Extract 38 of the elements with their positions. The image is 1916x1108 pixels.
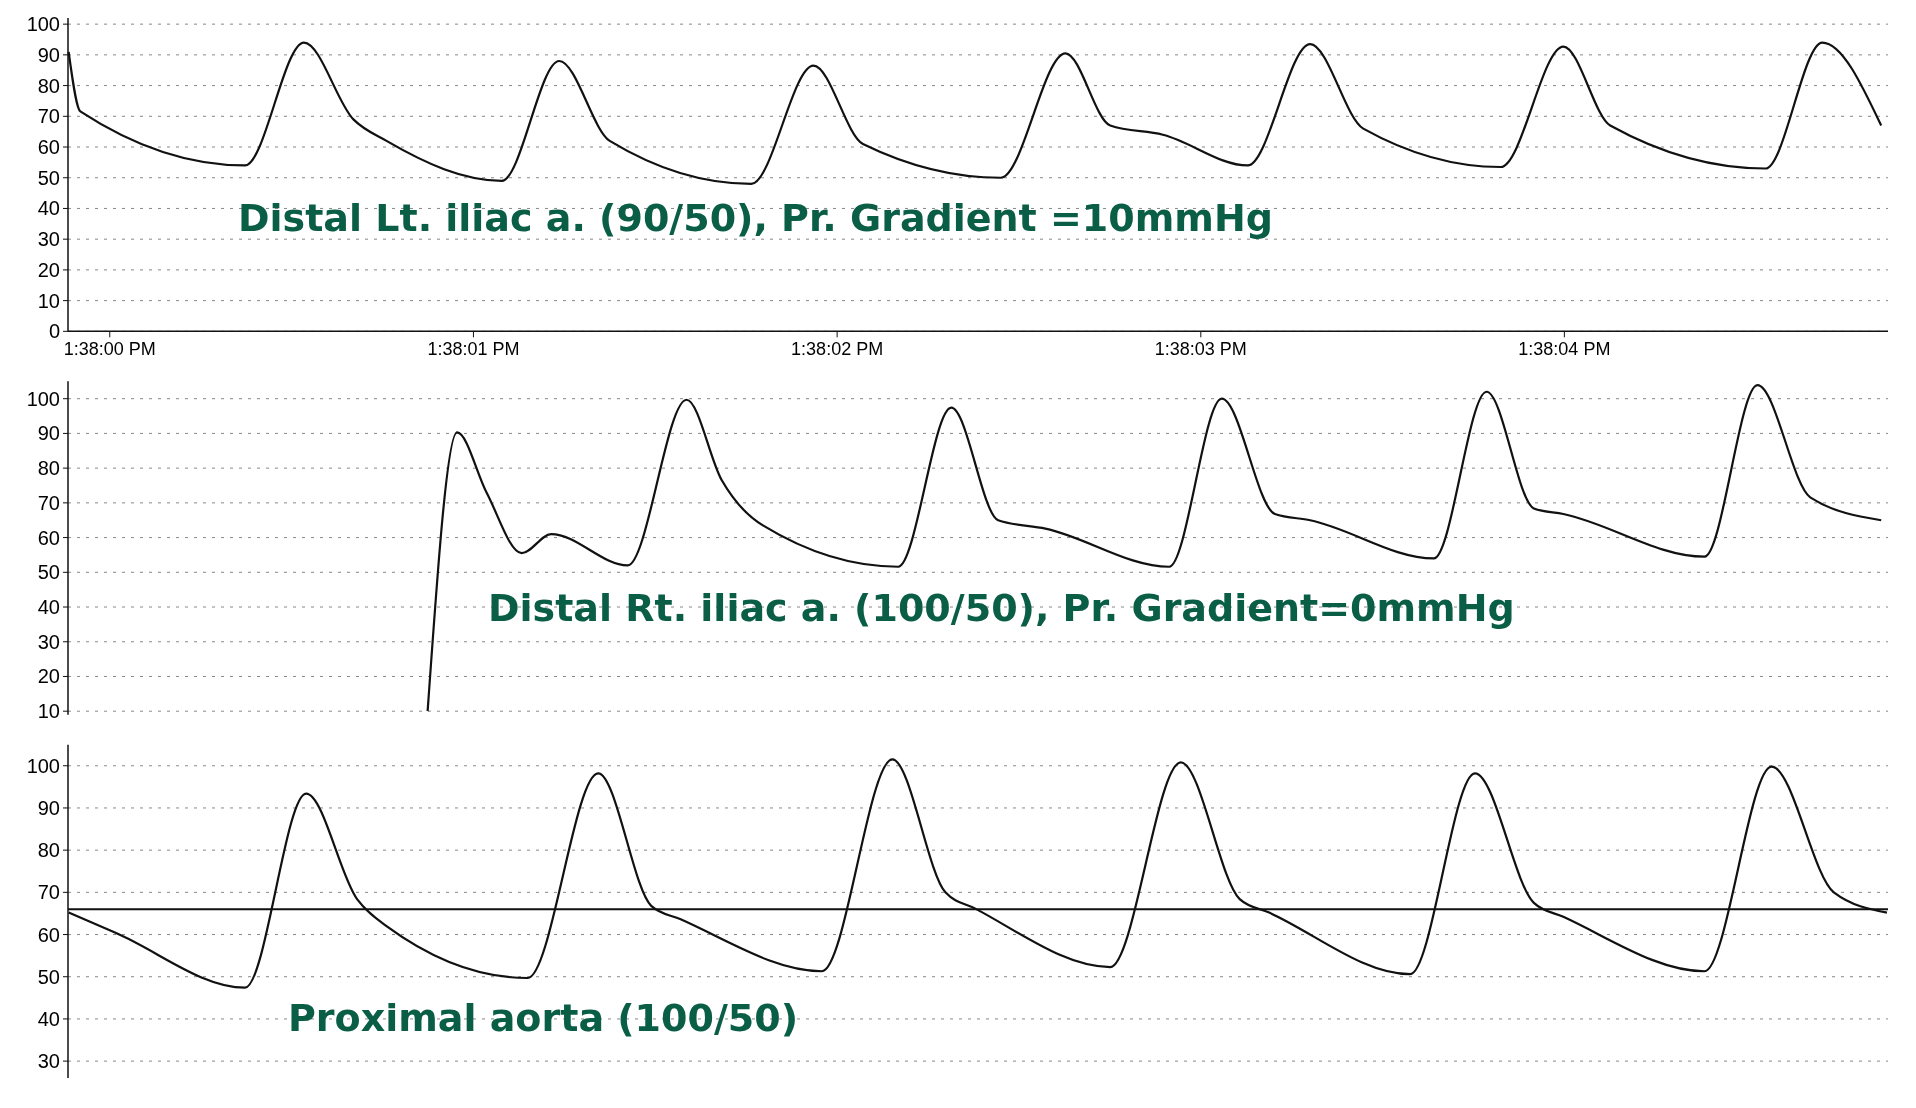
y-tick-label: 70 [37, 491, 60, 514]
y-tick-label: 10 [37, 289, 60, 312]
y-tick-label: 80 [37, 839, 60, 862]
y-tick-label: 50 [37, 166, 60, 189]
y-tick-label: 60 [37, 526, 60, 549]
y-tick-label: 0 [48, 320, 60, 343]
x-tick-label: 1:38:03 PM [1154, 339, 1247, 360]
x-tick-label: 1:38:04 PM [1518, 339, 1611, 360]
x-tick-label: 1:38:02 PM [791, 339, 884, 360]
y-tick-label: 90 [37, 43, 60, 66]
y-tick-label: 40 [37, 197, 60, 220]
y-tick-label: 80 [37, 74, 60, 97]
y-tick-label: 60 [37, 923, 60, 946]
y-tick-label: 90 [37, 422, 60, 445]
y-tick-label: 30 [37, 630, 60, 653]
y-tick-label: 100 [26, 754, 60, 777]
y-tick-label: 20 [37, 665, 60, 688]
y-tick-label: 70 [37, 105, 60, 128]
y-tick-label: 40 [37, 1007, 60, 1030]
annotation: Proximal aorta (100/50) [288, 996, 799, 1041]
y-tick-label: 50 [37, 561, 60, 584]
y-tick-label: 90 [37, 796, 60, 819]
y-tick-label: 50 [37, 965, 60, 988]
y-tick-label: 80 [37, 457, 60, 480]
y-tick-label: 20 [37, 258, 60, 281]
line-series [426, 384, 1883, 713]
annotation: Distal Rt. iliac a. (100/50), Pr. Gradient=0mmHg [488, 586, 1515, 631]
y-tick-label: 30 [37, 1050, 60, 1073]
x-tick-label: 1:38:00 PM [63, 339, 156, 360]
y-tick-label: 100 [26, 387, 60, 410]
y-tick-label: 70 [37, 881, 60, 904]
y-tick-label: 30 [37, 228, 60, 251]
x-tick-label: 1:38:01 PM [427, 339, 520, 360]
y-tick-label: 60 [37, 136, 60, 159]
y-tick-label: 100 [26, 13, 60, 36]
y-tick-label: 10 [37, 700, 60, 723]
annotation: Distal Lt. iliac a. (90/50), Pr. Gradient =10mmHg [238, 196, 1273, 241]
y-tick-label: 40 [37, 596, 60, 619]
